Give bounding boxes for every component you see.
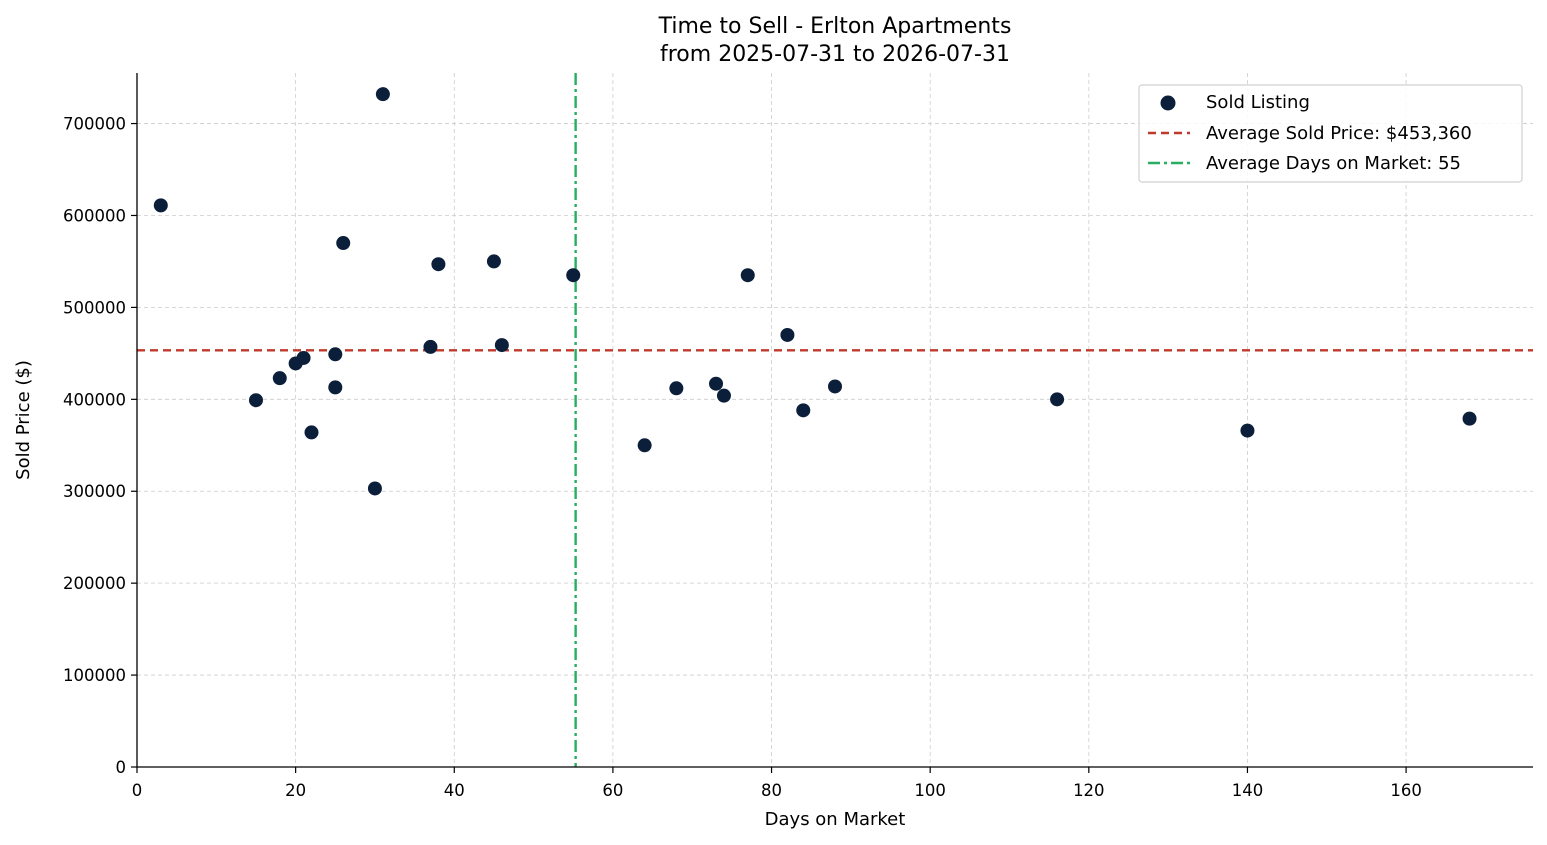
x-tick-label: 140 — [1232, 781, 1264, 800]
sold-listing-point — [304, 425, 319, 440]
sold-listing-point — [367, 481, 382, 496]
x-tick-label: 160 — [1390, 781, 1422, 800]
legend-label-avg-days: Average Days on Market: 55 — [1206, 153, 1461, 174]
reference-lines — [137, 73, 1533, 767]
sold-listing-point — [1462, 411, 1477, 426]
sold-listing-point — [486, 254, 501, 269]
x-tick-label: 60 — [602, 781, 623, 800]
sold-listing-point — [336, 236, 351, 251]
sold-listing-point — [796, 403, 811, 418]
sold-listing-point — [494, 338, 509, 353]
sold-listing-point — [328, 380, 343, 395]
y-tick-label: 500000 — [63, 298, 126, 317]
x-axis-label: Days on Market — [765, 809, 906, 830]
legend-box — [1138, 84, 1523, 183]
x-tick-label: 120 — [1073, 781, 1105, 800]
sold-listing-point — [740, 268, 755, 283]
sold-listing-point — [709, 376, 724, 391]
x-tick-label: 100 — [914, 781, 946, 800]
y-tick-label: 600000 — [63, 206, 126, 225]
sold-listing-point — [566, 268, 581, 283]
sold-listing-point — [780, 327, 795, 342]
sold-listing-point — [637, 438, 652, 453]
x-tick-label: 20 — [285, 781, 306, 800]
sold-listing-point — [153, 198, 168, 213]
sold-listing-point — [328, 347, 343, 362]
y-axis-label: Sold Price ($) — [13, 360, 34, 480]
legend-label-avg-price: Average Sold Price: $453,360 — [1206, 123, 1472, 144]
x-tick-label: 0 — [132, 781, 143, 800]
y-axis-ticks: 0 100000 200000 300000 400000 500000 600000 700… — [63, 115, 137, 777]
sold-listing-point — [669, 381, 684, 396]
x-tick-label: 80 — [761, 781, 782, 800]
sold-listing-point — [716, 388, 731, 403]
sold-listing-point — [272, 371, 287, 386]
chart-subtitle: from 2025-07-31 to 2026-07-31 — [660, 42, 1010, 67]
sold-listing-point — [375, 87, 390, 102]
legend-label-sold-listing: Sold Listing — [1206, 92, 1310, 113]
x-axis-ticks: 0 20 40 60 80 100 120 140 160 — [132, 767, 1422, 800]
y-tick-label: 400000 — [63, 390, 126, 409]
y-tick-label: 0 — [116, 758, 127, 777]
sold-listing-point — [1240, 423, 1255, 438]
sold-listing-point — [423, 339, 438, 354]
sold-listing-point — [248, 393, 263, 408]
y-tick-label: 200000 — [63, 574, 126, 593]
y-tick-label: 300000 — [63, 482, 126, 501]
x-tick-label: 40 — [444, 781, 465, 800]
y-tick-label: 700000 — [63, 115, 126, 134]
y-tick-label: 100000 — [63, 666, 126, 685]
legend: Sold Listing Average Sold Price: $453,36… — [1138, 84, 1523, 183]
legend-marker-sold-listing — [1160, 95, 1176, 111]
data-points — [153, 87, 1477, 496]
sold-listing-point — [828, 379, 842, 394]
chart-title: Time to Sell - Erlton Apartments — [658, 14, 1012, 39]
sold-listing-point — [431, 257, 446, 272]
sold-listing-point — [296, 350, 311, 365]
sold-listing-point — [1050, 392, 1065, 407]
